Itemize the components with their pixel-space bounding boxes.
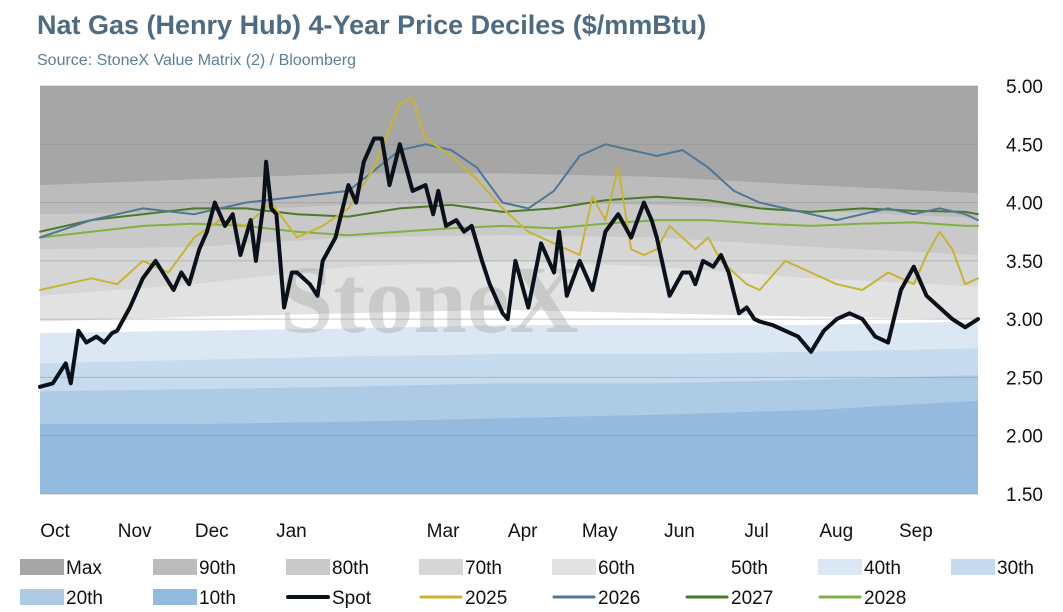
x-tick-label: Apr xyxy=(508,521,538,542)
legend-swatch-40th xyxy=(818,559,862,575)
series-line-spot xyxy=(38,136,980,389)
legend-label-10th: 10th xyxy=(199,588,236,609)
x-tick-label: Dec xyxy=(195,521,229,542)
y-tick-label: 1.50 xyxy=(1006,485,1043,506)
legend-label-2027: 2027 xyxy=(731,588,773,609)
decile-bands xyxy=(40,86,978,494)
series-line-2025 xyxy=(39,96,979,291)
legend: Max 90th 80th 70th 60th 50th 40th 30th 20th 10th S… xyxy=(20,558,1034,609)
x-tick-label: Oct xyxy=(40,521,70,542)
legend-swatch-90th xyxy=(153,559,197,575)
legend-label-max: Max xyxy=(66,558,102,579)
x-tick-label: May xyxy=(582,521,618,542)
x-tick-label: Jul xyxy=(744,521,768,542)
series-line-2028 xyxy=(39,219,979,239)
series-line-2027 xyxy=(39,195,979,233)
legend-swatch-20th xyxy=(20,589,64,605)
y-tick-label: 2.50 xyxy=(1006,368,1043,389)
legend-swatch-10th xyxy=(153,589,197,605)
series-lines xyxy=(38,96,980,389)
legend-label-30th: 30th xyxy=(997,558,1034,579)
y-tick-label: 5.00 xyxy=(1006,77,1043,98)
series-line-2026 xyxy=(39,143,979,239)
legend-label-70th: 70th xyxy=(465,558,502,579)
legend-label-40th: 40th xyxy=(864,558,901,579)
legend-swatch-60th xyxy=(552,559,596,575)
x-tick-label: Jan xyxy=(276,521,307,542)
y-tick-label: 2.00 xyxy=(1006,427,1043,448)
legend-swatch-70th xyxy=(419,559,463,575)
band-10th xyxy=(40,400,978,494)
legend-label-50th: 50th xyxy=(731,558,768,579)
legend-swatch-50th xyxy=(685,559,729,575)
watermark: StoneX xyxy=(280,246,579,353)
x-tick-label: Nov xyxy=(118,521,152,542)
chart-title: Nat Gas (Henry Hub) 4-Year Price Deciles… xyxy=(37,10,707,40)
x-tick-label: Mar xyxy=(427,521,460,542)
x-tick-label: Sep xyxy=(899,521,933,542)
y-tick-label: 4.00 xyxy=(1006,194,1043,215)
legend-label-90th: 90th xyxy=(199,558,236,579)
y-tick-label: 4.50 xyxy=(1006,135,1043,156)
legend-label-2028: 2028 xyxy=(864,588,906,609)
x-axis: Oct Nov Dec Jan Mar Apr May Jun Jul Aug Sep xyxy=(40,521,933,542)
legend-label-60th: 60th xyxy=(598,558,635,579)
legend-label-2025: 2025 xyxy=(465,588,507,609)
legend-label-20th: 20th xyxy=(66,588,103,609)
y-tick-label: 3.50 xyxy=(1006,252,1043,273)
legend-label-2026: 2026 xyxy=(598,588,640,609)
legend-label-spot: Spot xyxy=(332,588,372,609)
y-axis: 5.00 4.50 4.00 3.50 3.00 2.50 2.00 1.50 xyxy=(1006,77,1043,506)
legend-swatch-max xyxy=(20,559,64,575)
chart-subtitle: Source: StoneX Value Matrix (2) / Bloomb… xyxy=(37,52,356,69)
legend-label-80th: 80th xyxy=(332,558,369,579)
legend-swatch-30th xyxy=(951,559,995,575)
x-tick-label: Jun xyxy=(664,521,695,542)
y-tick-label: 3.00 xyxy=(1006,310,1043,331)
legend-swatch-80th xyxy=(286,559,330,575)
x-tick-label: Aug xyxy=(819,521,853,542)
